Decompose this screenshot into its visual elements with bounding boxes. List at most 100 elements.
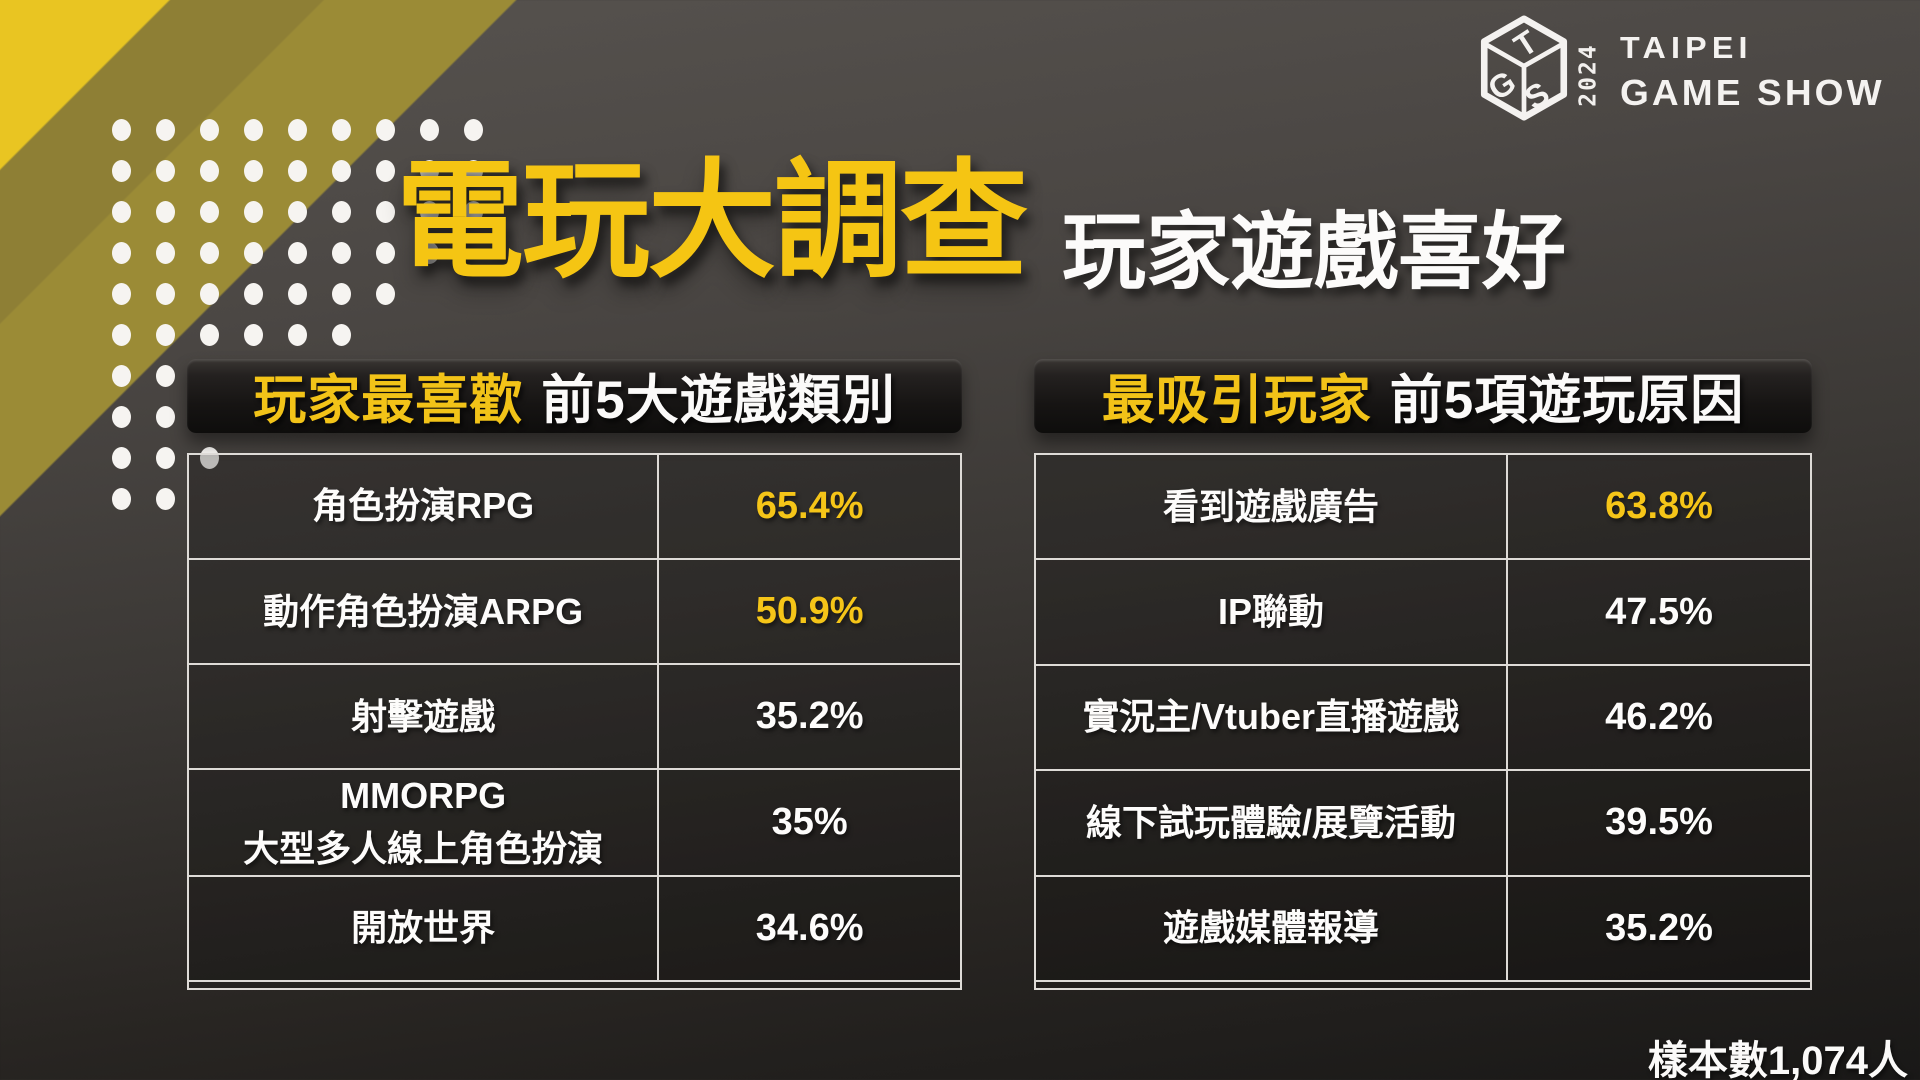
decorative-dot — [200, 283, 219, 305]
tgs-cube-icon: T G S — [1480, 15, 1568, 121]
table-row: 角色扮演RPG 65.4% — [189, 455, 960, 561]
decorative-dot — [376, 201, 395, 223]
reasons-table: 看到遊戲廣告 63.8% IP聯動 47.5% 實況主/Vtuber直播遊戲 46.2% 線… — [1034, 453, 1812, 990]
sample-size-note: 樣本數1,074人 — [1647, 1039, 1908, 1080]
decorative-dot — [244, 283, 263, 305]
row-label: 射擊遊戲 — [189, 665, 660, 769]
decorative-dot — [288, 242, 307, 264]
row-value: 35.2% — [1605, 906, 1713, 949]
page-subtitle: 玩家遊戲喜好 — [1062, 205, 1567, 299]
decorative-dot — [244, 242, 263, 264]
row-label: 遊戲媒體報導 — [1036, 876, 1509, 981]
decorative-dot — [112, 365, 131, 387]
logo-wordmark-line2: GAME SHOW — [1620, 72, 1885, 113]
row-label: MMORPG 大型多人線上角色扮演 — [189, 770, 660, 875]
decorative-dot — [112, 324, 131, 346]
decorative-dot — [288, 119, 307, 141]
table-row: 線下試玩體驗/展覽活動 39.5% — [1036, 771, 1810, 877]
decorative-dot — [200, 160, 219, 182]
decorative-dot — [112, 488, 131, 510]
svg-text:G: G — [1482, 63, 1523, 107]
decorative-dot — [156, 119, 175, 141]
decorative-dot — [332, 324, 351, 346]
decorative-dot — [200, 119, 219, 141]
decorative-dot — [332, 201, 351, 223]
decorative-dot — [200, 242, 219, 264]
decorative-dot — [464, 119, 483, 141]
decorative-dot — [112, 406, 131, 428]
decorative-dot — [112, 119, 131, 141]
row-label: IP聯動 — [1036, 560, 1509, 664]
decorative-dot — [200, 201, 219, 223]
decorative-dot — [332, 242, 351, 264]
decorative-dot — [376, 242, 395, 264]
table-row: 動作角色扮演ARPG 50.9% — [189, 560, 960, 666]
decorative-dot — [156, 488, 175, 510]
left-header-highlight: 玩家最喜歡 — [253, 371, 524, 430]
right-header-rest: 前5項遊玩原因 — [1389, 371, 1745, 430]
decorative-dot — [288, 324, 307, 346]
decorative-dot — [244, 324, 263, 346]
row-value: 35% — [771, 801, 848, 844]
decorative-dot — [156, 324, 175, 346]
decorative-dot — [112, 201, 131, 223]
row-label: 看到遊戲廣告 — [1036, 455, 1509, 559]
table-row: 實況主/Vtuber直播遊戲 46.2% — [1036, 665, 1810, 772]
logo-year: 2024 — [1576, 43, 1603, 107]
row-value: 34.6% — [755, 906, 864, 949]
row-label: 角色扮演RPG — [189, 455, 660, 559]
decorative-dot — [288, 283, 307, 305]
row-value: 47.5% — [1605, 590, 1713, 633]
right-header-highlight: 最吸引玩家 — [1101, 371, 1372, 430]
row-value: 35.2% — [755, 695, 864, 738]
decorative-dot — [244, 119, 263, 141]
left-header-rest: 前5大遊戲類別 — [541, 371, 896, 430]
left-panel-header: 玩家最喜歡 前5大遊戲類別 — [187, 359, 962, 433]
decorative-dot — [376, 119, 395, 141]
table-row: 射擊遊戲 35.2% — [189, 665, 960, 771]
logo-wordmark: TAIPEI GAME SHOW — [1620, 30, 1882, 114]
decorative-dot — [332, 283, 351, 305]
right-panel-header: 最吸引玩家 前5項遊玩原因 — [1034, 359, 1812, 433]
row-value: 39.5% — [1605, 801, 1713, 844]
decorative-dot — [156, 283, 175, 305]
decorative-dot — [156, 406, 175, 428]
row-label: 實況主/Vtuber直播遊戲 — [1036, 665, 1509, 770]
row-value: 46.2% — [1605, 696, 1713, 739]
row-value: 63.8% — [1605, 485, 1713, 528]
decorative-dot — [244, 201, 263, 223]
table-row: 看到遊戲廣告 63.8% — [1036, 455, 1810, 561]
decorative-dot — [288, 160, 307, 182]
decorative-dot — [288, 201, 307, 223]
row-value: 65.4% — [755, 485, 864, 528]
decorative-dot — [376, 283, 395, 305]
row-label: 動作角色扮演ARPG — [189, 560, 660, 664]
page-title: 電玩大調查 — [396, 150, 1028, 293]
logo-wordmark-line1: TAIPEI — [1620, 30, 1753, 65]
decorative-dot — [332, 119, 351, 141]
decorative-dot — [156, 201, 175, 223]
decorative-dot — [112, 160, 131, 182]
decorative-dot — [112, 242, 131, 264]
table-row: MMORPG 大型多人線上角色扮演 35% — [189, 770, 960, 877]
taipei-game-show-logo: T G S 2024 TAIPEI GAME SHOW — [1470, 10, 1910, 125]
table-row: IP聯動 47.5% — [1036, 560, 1810, 666]
decorative-dot — [420, 119, 439, 141]
decorative-dot — [112, 283, 131, 305]
decorative-dot — [200, 324, 219, 346]
decorative-dot — [156, 242, 175, 264]
decorative-dot — [332, 160, 351, 182]
row-label: 線下試玩體驗/展覽活動 — [1036, 771, 1509, 875]
genres-table: 角色扮演RPG 65.4% 動作角色扮演ARPG 50.9% 射擊遊戲 35.2% MMOR… — [187, 453, 962, 990]
row-label: 開放世界 — [189, 876, 660, 980]
table-row: 開放世界 34.6% — [189, 876, 960, 982]
decorative-dot — [376, 160, 395, 182]
decorative-dot — [156, 160, 175, 182]
decorative-dot — [156, 365, 175, 387]
decorative-dot — [156, 447, 175, 469]
table-row: 遊戲媒體報導 35.2% — [1036, 876, 1810, 983]
decorative-dot — [244, 160, 263, 182]
decorative-dot — [112, 447, 131, 469]
row-value: 50.9% — [755, 590, 864, 633]
